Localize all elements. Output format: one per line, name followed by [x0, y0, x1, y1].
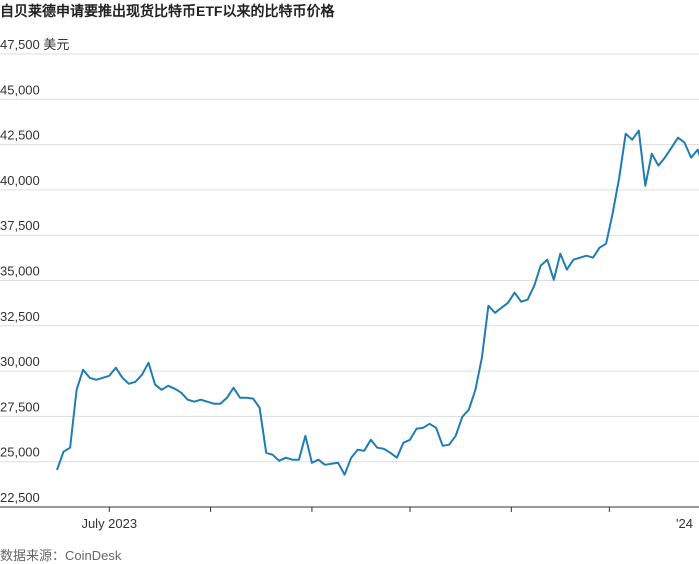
chart-title: 自贝莱德申请要推出现货比特币ETF以来的比特币价格 — [0, 3, 335, 19]
source-note: 数据来源：CoinDesk — [0, 548, 122, 563]
x-tick-label: '24 — [676, 516, 693, 531]
y-tick-label: 40,000 — [0, 173, 40, 188]
x-tick-label: July 2023 — [81, 516, 137, 531]
price-line — [56, 129, 699, 476]
y-tick-label: 35,000 — [0, 264, 40, 279]
y-tick-label: 47,500 美元 — [0, 37, 69, 52]
y-tick-label: 32,500 — [0, 309, 40, 324]
y-tick-label: 27,500 — [0, 399, 40, 414]
y-tick-label: 37,500 — [0, 218, 40, 233]
y-tick-label: 22,500 — [0, 490, 40, 505]
y-tick-label: 25,000 — [0, 445, 40, 460]
y-tick-label: 45,000 — [0, 82, 40, 97]
y-tick-label: 30,000 — [0, 354, 40, 369]
y-tick-label: 42,500 — [0, 128, 40, 143]
